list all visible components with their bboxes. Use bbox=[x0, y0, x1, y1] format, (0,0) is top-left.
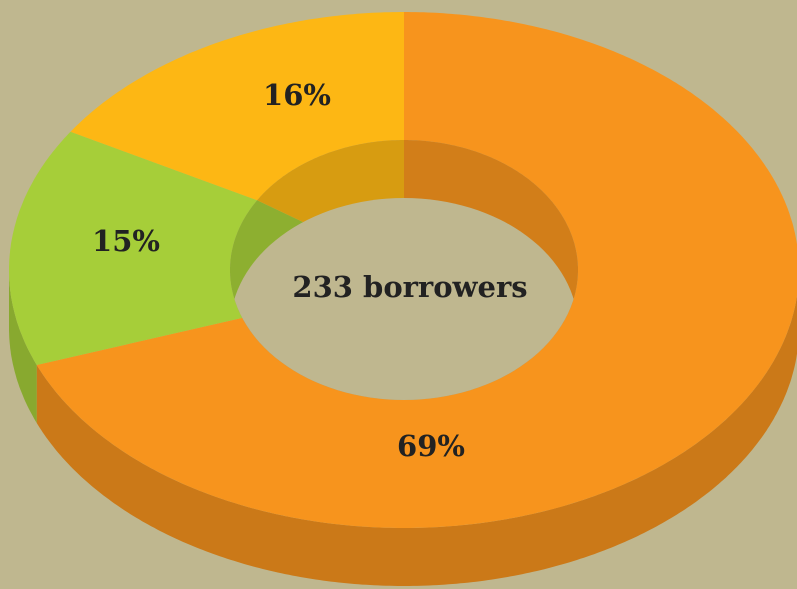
value-label: 15% bbox=[92, 224, 160, 258]
side-walls bbox=[9, 270, 797, 586]
slice-side bbox=[36, 295, 797, 586]
labels: 69% 15% 16% bbox=[92, 78, 465, 463]
top-faces bbox=[9, 12, 797, 528]
center-label: 233 borrowers bbox=[292, 270, 527, 304]
slice bbox=[36, 12, 797, 528]
slice-side bbox=[9, 270, 37, 423]
slice bbox=[70, 12, 404, 201]
value-label: 69% bbox=[397, 429, 465, 463]
value-label: 16% bbox=[263, 78, 331, 112]
slice bbox=[9, 131, 258, 365]
